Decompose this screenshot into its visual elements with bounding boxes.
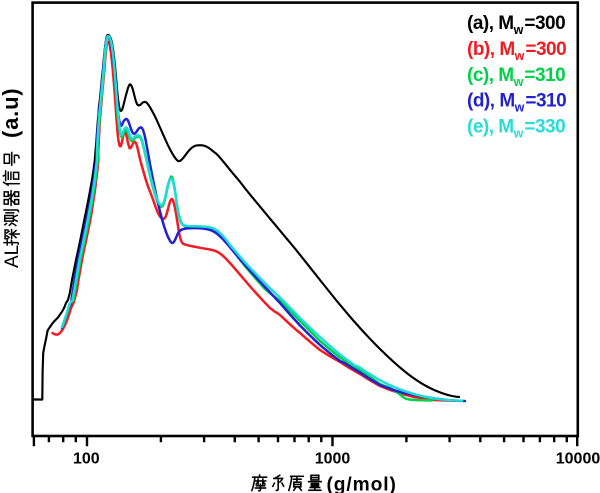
svg-text:(a.u): (a.u) — [0, 88, 23, 138]
svg-text:(e), Mw=330: (e), Mw=330 — [467, 116, 565, 140]
svg-text:100: 100 — [73, 450, 100, 467]
svg-text:10000: 10000 — [556, 450, 600, 467]
svg-text:(g/mol): (g/mol) — [327, 474, 397, 493]
svg-text:AL: AL — [2, 245, 23, 268]
svg-text:1000: 1000 — [315, 450, 351, 467]
svg-text:(b), Mw=300: (b), Mw=300 — [467, 39, 566, 63]
